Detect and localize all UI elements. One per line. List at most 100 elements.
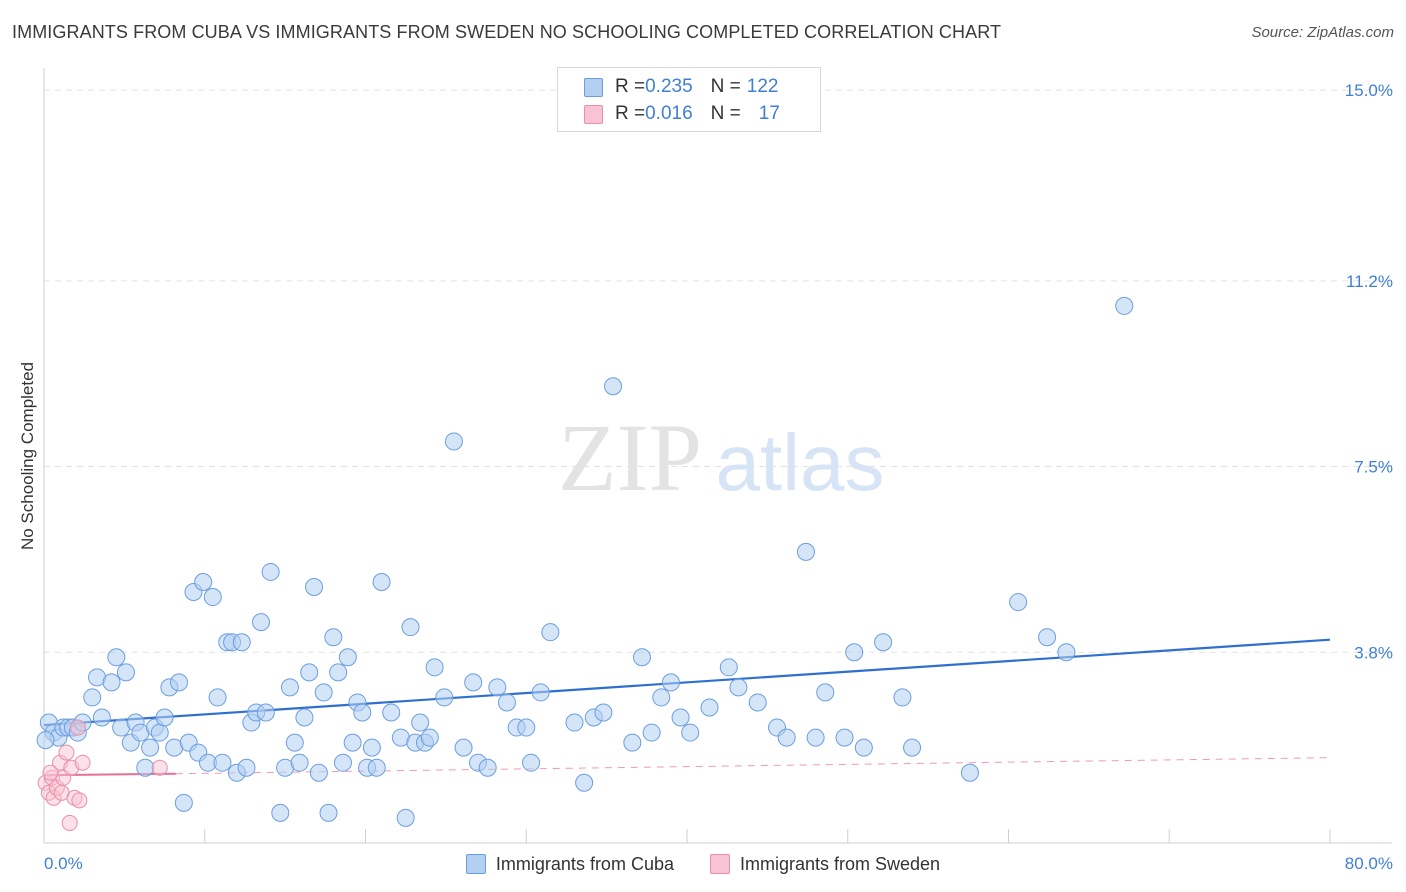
cuba-point <box>232 633 251 652</box>
cuba-point <box>256 703 275 722</box>
cuba-point <box>748 693 767 712</box>
chart-title: IMMIGRANTS FROM CUBA VS IMMIGRANTS FROM … <box>12 22 1002 42</box>
cuba-point <box>729 678 748 697</box>
cuba-point <box>594 703 613 722</box>
legend-item-sweden[interactable]: Immigrants from Sweden <box>709 854 940 875</box>
cuba-point <box>362 738 381 757</box>
cuba-point <box>522 753 541 772</box>
cuba-point <box>295 708 314 727</box>
sweden-trend-extension <box>175 757 1331 775</box>
cuba-point <box>719 658 738 677</box>
cuba-point <box>575 773 594 792</box>
cuba-point <box>136 758 155 777</box>
sweden-point <box>71 792 88 809</box>
cuba-point <box>237 758 256 777</box>
cuba-point <box>1057 643 1076 662</box>
cuba-point <box>425 658 444 677</box>
legend-n-value: 122 <box>746 76 779 97</box>
cuba-point <box>353 703 372 722</box>
cuba-point <box>107 648 126 667</box>
cuba-point <box>314 683 333 702</box>
x-tick-label: 0.0% <box>44 854 83 873</box>
sweden-point <box>42 764 59 781</box>
cuba-point <box>1115 296 1134 315</box>
cuba-point <box>632 648 651 667</box>
cuba-point <box>116 663 135 682</box>
legend-r-value: 0.016 <box>645 103 693 124</box>
cuba-point <box>874 633 893 652</box>
cuba-point <box>290 753 309 772</box>
cuba-point <box>102 673 121 692</box>
cuba-point <box>806 728 825 747</box>
cuba-point <box>155 708 174 727</box>
x-tick-label: 80.0% <box>1345 854 1393 873</box>
cuba-point <box>816 683 835 702</box>
data-points <box>36 296 1134 831</box>
cuba-point <box>338 648 357 667</box>
y-tick-label: 7.5% <box>1354 458 1393 477</box>
cuba-point <box>565 713 584 732</box>
sweden-point <box>61 814 78 831</box>
cuba-point <box>497 693 516 712</box>
cuba-point <box>83 688 102 707</box>
cuba-point <box>36 731 55 750</box>
y-tick-label: 15.0% <box>1345 81 1393 100</box>
cuba-point <box>372 572 391 591</box>
correlation-legend: R = 0.235 N = 122 R = 0.016 N = 17 <box>557 67 821 132</box>
y-tick-label: 11.2% <box>1346 272 1393 291</box>
cuba-point <box>194 572 213 591</box>
cuba-point <box>700 698 719 717</box>
cuba-point <box>478 758 497 777</box>
cuba-point <box>305 578 324 597</box>
cuba-point <box>661 673 680 692</box>
cuba-point <box>401 618 420 637</box>
legend-item-cuba[interactable]: Immigrants from Cuba <box>465 854 674 875</box>
cuba-point <box>271 803 290 822</box>
cuba-point <box>454 738 473 757</box>
cuba-point <box>300 663 319 682</box>
trend-lines <box>43 638 1331 777</box>
cuba-point <box>903 738 922 757</box>
cuba-point <box>285 733 304 752</box>
cuba-point <box>411 713 430 732</box>
cuba-point <box>367 758 386 777</box>
sweden-swatch <box>709 854 730 874</box>
watermark-zip: ZIP <box>558 404 702 511</box>
cuba-point <box>845 643 864 662</box>
cuba-point <box>1038 628 1057 647</box>
cuba-swatch <box>465 854 486 874</box>
gridlines <box>44 89 1392 653</box>
cuba-point <box>893 688 912 707</box>
cuba-point <box>444 432 463 451</box>
cuba-point <box>541 623 560 642</box>
cuba-point <box>796 542 815 561</box>
source-credit: Source: ZipAtlas.com <box>1251 24 1394 41</box>
cuba-point <box>309 763 328 782</box>
sweden-swatch <box>584 104 603 124</box>
cuba-point <box>141 738 160 757</box>
axes <box>43 68 1392 844</box>
legend-n-label: N = <box>710 76 741 97</box>
cuba-point <box>835 728 854 747</box>
cuba-point <box>671 708 690 727</box>
cuba-point <box>420 728 439 747</box>
cuba-point <box>623 733 642 752</box>
legend-row-sweden: R = 0.016 N = 17 <box>584 101 780 127</box>
cuba-point <box>174 793 193 812</box>
cuba-swatch <box>584 77 603 97</box>
cuba-point <box>488 678 507 697</box>
legend-row-cuba: R = 0.235 N = 122 <box>584 74 778 100</box>
legend-r-label: R = <box>615 103 646 124</box>
watermark: ZIP atlas <box>558 404 884 511</box>
legend-r-label: R = <box>615 76 646 97</box>
watermark-atlas: atlas <box>716 418 885 507</box>
cuba-point <box>261 562 280 581</box>
cuba-point <box>1009 593 1028 612</box>
cuba-point <box>396 808 415 827</box>
cuba-point <box>150 723 169 742</box>
cuba-point <box>652 688 671 707</box>
cuba-point <box>464 673 483 692</box>
cuba-point <box>333 753 352 772</box>
sweden-point <box>74 754 91 771</box>
